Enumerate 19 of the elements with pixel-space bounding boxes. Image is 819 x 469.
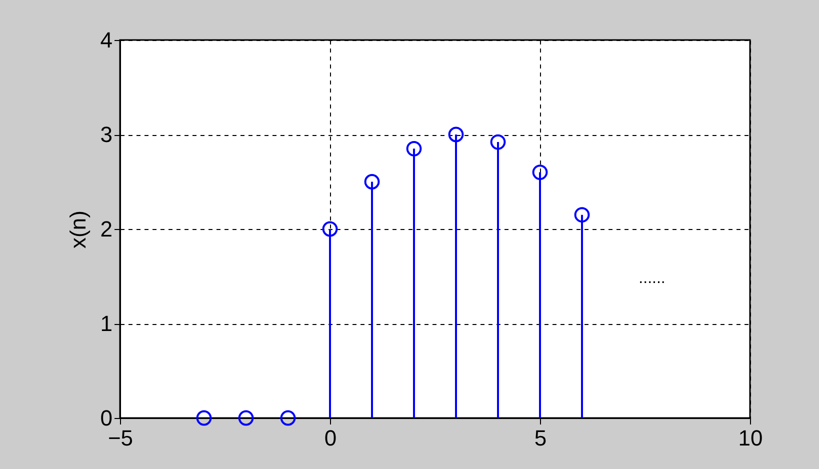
point: [574, 207, 590, 223]
y-tick-label: 2: [100, 216, 112, 242]
x-tick-label: 0: [324, 426, 337, 450]
annotation: ......: [638, 270, 666, 287]
y-tick-label: 3: [100, 122, 112, 147]
x-tick-label: 5: [534, 426, 547, 450]
point: [196, 410, 212, 426]
point: [322, 221, 338, 237]
y-tick-label: 1: [100, 311, 112, 336]
point: [364, 174, 380, 190]
point: [280, 410, 296, 426]
point: [490, 134, 506, 150]
y-axis-title: x(n): [65, 210, 90, 248]
point: [532, 164, 548, 180]
x-tick-label: 10: [738, 426, 763, 450]
point: [238, 410, 254, 426]
point: [406, 140, 422, 156]
y-tick-label: 4: [100, 28, 112, 52]
point: [448, 126, 464, 142]
